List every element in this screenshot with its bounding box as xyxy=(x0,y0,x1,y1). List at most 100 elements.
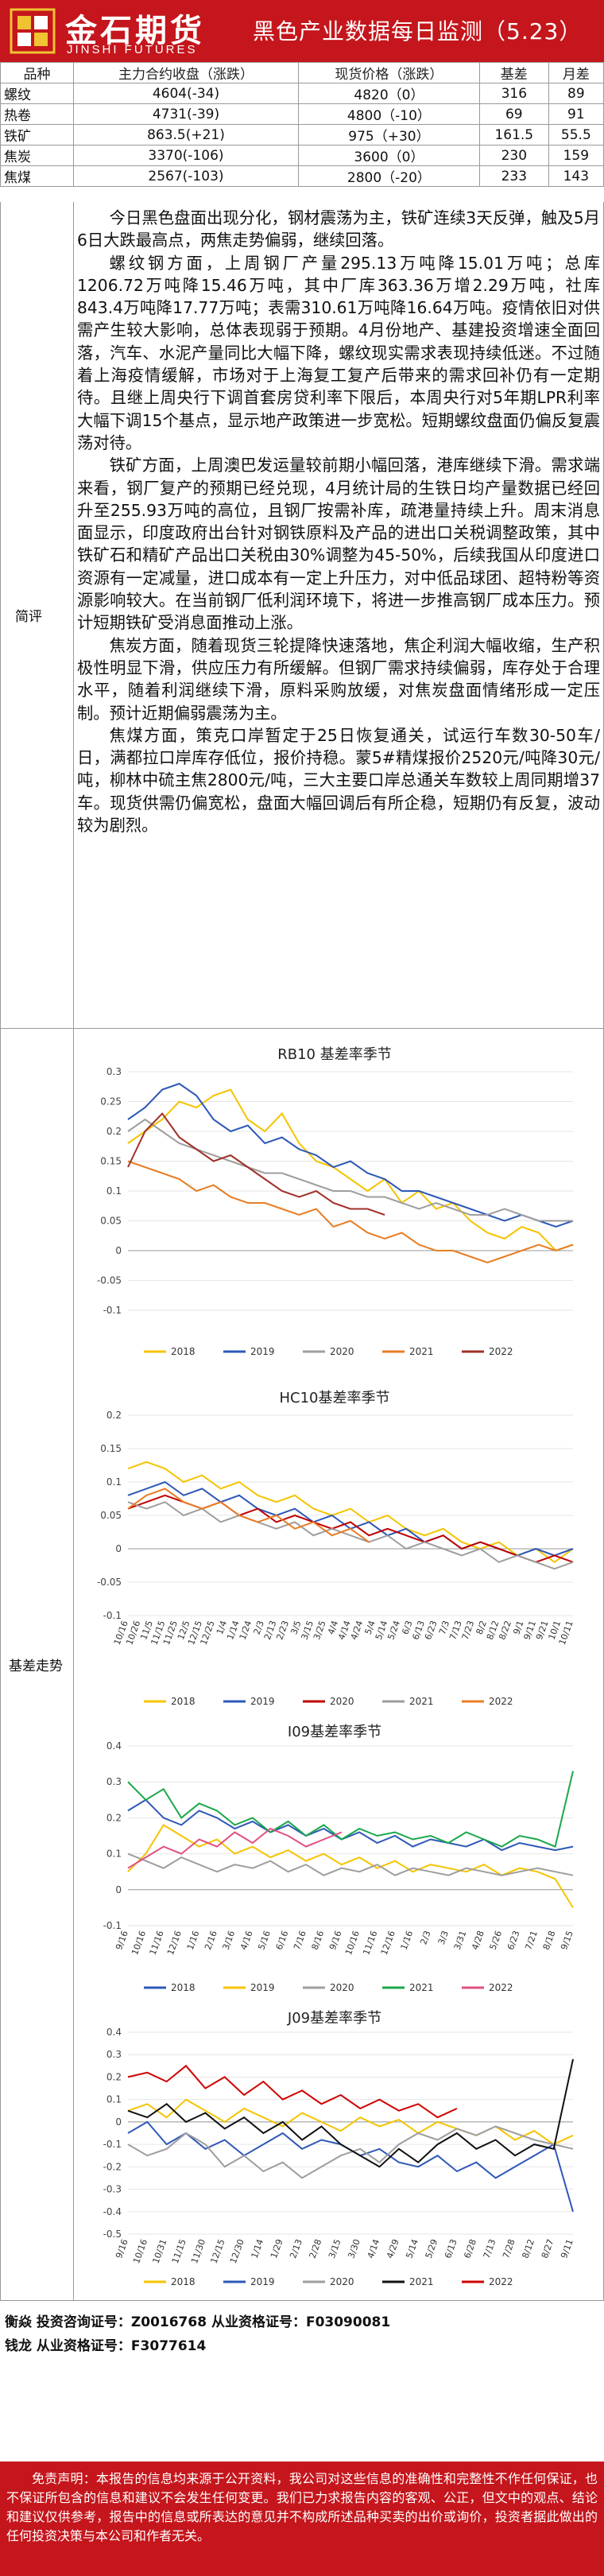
y-tick-label: 0.15 xyxy=(100,1156,122,1167)
paragraph-iron-ore: 铁矿方面，上周澳巴发运量较前期小幅回落，港库继续下滑。需求端来看，钢厂复产的预期… xyxy=(77,456,600,633)
x-tick-label: 10/31 xyxy=(150,2238,168,2265)
y-tick-label: -0.5 xyxy=(103,2229,122,2240)
table-header-row: 品种 主力合约收盘（涨跌） 现货价格（涨跌） 基差 月差 xyxy=(0,62,604,83)
series-line-2021 xyxy=(127,1501,574,1570)
legend-label: 2019 xyxy=(250,1696,275,1707)
table-cell: 2800（-20） xyxy=(297,165,480,187)
legend-label: 2018 xyxy=(171,1346,196,1357)
series-line-2022 xyxy=(127,1827,343,1869)
logo-text-en: JINSHI FUTURES xyxy=(67,43,198,56)
x-tick-label: 12/16 xyxy=(165,1930,184,1957)
series-line-2018 xyxy=(127,1798,574,1852)
y-tick-label: 0.2 xyxy=(106,1410,122,1421)
legend-label: 2019 xyxy=(250,2276,275,2287)
x-tick-label: 4/16 xyxy=(238,1930,255,1952)
basis-charts-label: 基差走势 xyxy=(1,1029,74,2300)
y-tick-label: -0.2 xyxy=(103,2161,122,2172)
legend-label: 2022 xyxy=(489,1346,513,1357)
legend-label: 2019 xyxy=(250,1982,275,1993)
table-cell: 69 xyxy=(478,103,549,125)
table-cell-variety: 铁矿 xyxy=(0,124,74,145)
legend-label: 2021 xyxy=(409,2276,434,2287)
y-tick-label: 0.1 xyxy=(106,2094,122,2105)
series-line-2021 xyxy=(127,1160,574,1264)
table-cell: 143 xyxy=(548,165,604,187)
legend-label: 2019 xyxy=(250,1346,275,1357)
x-tick-label: 2/28 xyxy=(308,2238,324,2260)
analyst-line: 钱龙 从业资格证号：F3077614 xyxy=(5,2338,207,2354)
logo-emblem-icon xyxy=(8,6,57,56)
legend-label: 2020 xyxy=(330,1982,354,1993)
x-tick-label: 6/13 xyxy=(443,2238,459,2260)
series-line-2019 xyxy=(127,1480,574,1557)
column-header: 月差 xyxy=(548,62,604,83)
y-tick-label: 0.05 xyxy=(100,1216,122,1227)
chart-rb10: RB10 基差率季节 0.3 0.25 0.2 0.15 0.1 0.05 0 -0.05 -0.… xyxy=(80,1040,589,1374)
x-tick-label: 7/16 xyxy=(292,1930,308,1952)
x-tick-label: 6/3 xyxy=(400,1620,414,1636)
x-tick-label: 9/1 xyxy=(511,1620,525,1636)
chart-j09: J09基差率季节 0.4 0.3 0.2 0.1 0 -0.1 -0.2 -0.3 -0.4 -0.… xyxy=(80,2004,589,2298)
y-tick-label: 0.4 xyxy=(106,2027,122,2038)
x-tick-label: 9/11 xyxy=(559,2238,575,2260)
table-cell: 2567(-103) xyxy=(73,165,299,187)
table-cell: 159 xyxy=(548,145,604,166)
column-header: 现货价格（涨跌） xyxy=(297,62,480,83)
legend-label: 2021 xyxy=(409,1696,434,1707)
x-tick-label: 5/29 xyxy=(424,2238,440,2260)
x-tick-label: 9/16 xyxy=(114,1930,130,1952)
y-tick-label: -0.1 xyxy=(103,1305,122,1316)
series-line-2019 xyxy=(127,1824,574,1908)
x-tick-label: 10/16 xyxy=(343,1930,362,1957)
y-tick-label: 0.3 xyxy=(106,2049,122,2060)
y-tick-label: 0.05 xyxy=(100,1510,122,1521)
table-cell: 161.5 xyxy=(478,124,549,145)
x-tick-label: 3/30 xyxy=(346,2238,362,2260)
x-tick-label: 9/15 xyxy=(559,1930,575,1952)
series-line-2020 xyxy=(127,1852,574,1876)
y-tick-label: -0.1 xyxy=(103,1920,122,1931)
x-tick-label: 11/15 xyxy=(170,2238,188,2265)
chart-title: I09基差率季节 xyxy=(288,1724,381,1740)
table-cell: 55.5 xyxy=(548,124,604,145)
x-tick-label: 12/15 xyxy=(208,2238,226,2265)
series-line-2018 xyxy=(127,1461,574,1564)
table-cell: 4604(-34) xyxy=(73,83,299,104)
table-cell-variety: 焦煤 xyxy=(0,165,74,187)
y-tick-label: 0.3 xyxy=(106,1776,122,1787)
x-tick-label: 8/16 xyxy=(310,1930,327,1952)
table-row: 铁矿 863.5(+21) 975（+30） 161.5 55.5 xyxy=(0,124,604,145)
x-tick-label: 5/26 xyxy=(488,1930,505,1952)
x-tick-label: 11/30 xyxy=(189,2238,207,2265)
commentary-label: 简评 xyxy=(1,202,74,1028)
table-row: 螺纹 4604(-34) 4820（0） 316 89 xyxy=(0,83,604,104)
x-tick-label: 4/28 xyxy=(470,1930,486,1952)
table-cell: 4820（0） xyxy=(297,83,480,104)
chart-title: RB10 基差率季节 xyxy=(277,1046,391,1063)
legend-label: 2018 xyxy=(171,1982,196,1993)
column-header: 基差 xyxy=(478,62,549,83)
y-tick-label: -0.05 xyxy=(97,1275,122,1286)
table-cell: 3370(-106) xyxy=(73,145,299,166)
report-header: 金石期货 JINSHI FUTURES 黑色产业数据每日监测（5.23） xyxy=(0,0,604,62)
chart-hc10: HC10基差率季节 0.2 0.15 0.1 0.05 0 -0.05 -0.1 10/16 10… xyxy=(80,1383,589,1717)
y-tick-label: 0.25 xyxy=(100,1096,122,1108)
basis-charts-section: 基差走势 RB10 基差率季节 0.3 0.25 0.2 0.15 0.1 0.05 0 -0.… xyxy=(0,1029,604,2301)
column-header: 品种 xyxy=(0,62,74,83)
x-tick-label: 2/3 xyxy=(252,1620,266,1636)
series-line-2021 xyxy=(127,2058,574,2168)
x-tick-label: 8/18 xyxy=(541,1930,558,1952)
x-tick-label: 5/4 xyxy=(363,1620,378,1636)
page-title: 黑色产业数据每日监测（5.23） xyxy=(253,18,583,45)
x-tick-label: 7/3 xyxy=(437,1620,451,1636)
company-logo: 金石期货 JINSHI FUTURES xyxy=(0,0,230,62)
legend-label: 2018 xyxy=(171,2276,196,2287)
x-tick-label: 1/29 xyxy=(269,2238,285,2260)
table-cell-variety: 螺纹 xyxy=(0,83,74,104)
paragraph-coke: 焦炭方面，随着现货三轮提降快速落地，焦企利润大幅收缩，生产积极性明显下滑，供应压… xyxy=(77,635,600,723)
x-tick-label: 12/30 xyxy=(228,2238,246,2265)
y-tick-label: -0.3 xyxy=(103,2184,122,2195)
legend-label: 2020 xyxy=(330,2276,354,2287)
x-tick-label: 3/15 xyxy=(327,2238,343,2260)
series-line-2021 xyxy=(127,1771,574,1848)
